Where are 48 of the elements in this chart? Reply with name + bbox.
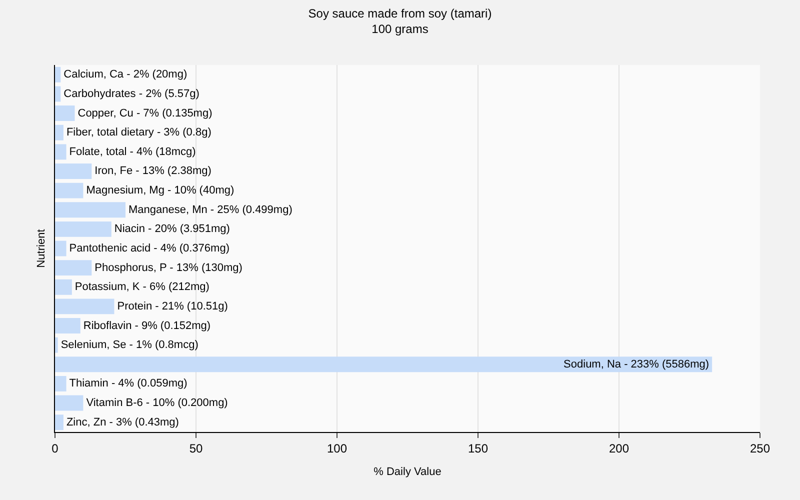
bar bbox=[55, 221, 112, 237]
bar bbox=[55, 164, 92, 179]
bar bbox=[55, 240, 66, 256]
y-tick-label: Niacin - 20% (3.951mg) bbox=[114, 223, 230, 236]
x-tick-label: 50 bbox=[189, 441, 203, 456]
x-tick-label: 0 bbox=[52, 441, 59, 456]
chart-subtitle: 100 grams bbox=[372, 22, 428, 36]
y-tick-label: Protein - 21% (10.51g) bbox=[117, 300, 228, 312]
x-axis-title: % Daily Value bbox=[374, 466, 442, 478]
bar bbox=[55, 298, 114, 314]
y-tick-label: Thiamin - 4% (0.059mg) bbox=[69, 378, 188, 390]
y-tick-label: Potassium, K - 6% (212mg) bbox=[74, 281, 210, 294]
bar bbox=[55, 144, 66, 160]
y-tick-label: Carbohydrates - 2% (5.57g) bbox=[64, 88, 200, 100]
x-tick-label: 150 bbox=[468, 441, 488, 456]
y-tick-label: Zinc, Zn - 3% (0.43mg) bbox=[66, 416, 179, 428]
y-tick-label: Phosphorus, P - 13% (130mg) bbox=[94, 262, 242, 274]
bar bbox=[55, 106, 75, 122]
bar bbox=[55, 86, 61, 102]
y-tick-label: Folate, total - 4% (18mcg) bbox=[69, 146, 196, 158]
y-tick-label: Magnesium, Mg - 10% (40mg) bbox=[86, 184, 234, 197]
y-tick-label: Selenium, Se - 1% (0.8mcg) bbox=[60, 339, 198, 352]
bar bbox=[55, 376, 66, 392]
y-tick-label: Fiber, total dietary - 3% (0.8g) bbox=[66, 126, 212, 139]
y-tick-label: Pantothenic acid - 4% (0.376mg) bbox=[69, 242, 230, 254]
y-tick-label: Sodium, Na - 233% (5586mg) bbox=[564, 358, 710, 370]
y-tick-label: Calcium, Ca - 2% (20mg) bbox=[64, 68, 188, 81]
chart-title: Soy sauce made from soy (tamari) bbox=[308, 6, 492, 20]
bar bbox=[55, 337, 58, 353]
y-tick-label: Riboflavin - 9% (0.152mg) bbox=[83, 320, 211, 332]
bar bbox=[55, 279, 72, 295]
y-tick-label: Iron, Fe - 13% (2.38mg) bbox=[94, 165, 212, 178]
bar bbox=[55, 414, 64, 430]
bar bbox=[55, 395, 84, 411]
y-tick-label: Manganese, Mn - 25% (0.499mg) bbox=[128, 204, 292, 216]
bar bbox=[55, 356, 712, 372]
bar bbox=[55, 124, 64, 140]
bar bbox=[55, 66, 61, 82]
x-tick-label: 100 bbox=[326, 441, 348, 456]
y-tick-label: Copper, Cu - 7% (0.135mg) bbox=[78, 107, 212, 120]
bar bbox=[55, 318, 80, 334]
bar bbox=[55, 260, 92, 276]
bar bbox=[55, 202, 126, 218]
y-tick-label: Vitamin B-6 - 10% (0.200mg) bbox=[86, 397, 228, 410]
y-axis-title: Nutrient bbox=[35, 229, 48, 268]
bar bbox=[55, 182, 84, 198]
x-tick-label: 250 bbox=[750, 441, 770, 456]
x-tick-label: 200 bbox=[608, 441, 630, 456]
